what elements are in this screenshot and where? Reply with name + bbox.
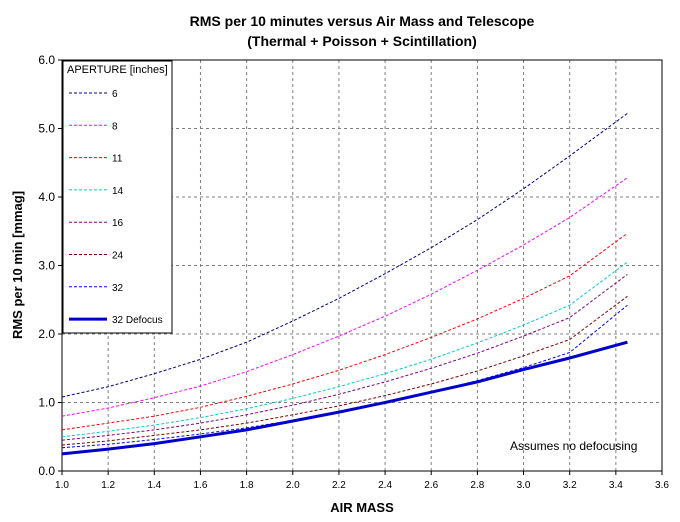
series-line-6 [61,112,628,398]
x-tick-label: 3.4 [609,480,623,491]
x-tick-label: 2.0 [286,480,300,491]
x-tick-label: 2.4 [378,480,392,491]
x-tick-label: 2.6 [424,480,438,491]
x-tick-label: 1.6 [194,480,208,491]
grid-layer [62,60,662,471]
legend-label-14: 14 [112,186,124,197]
legend-label-16: 16 [112,218,124,229]
legend-label-32: 32 [112,283,124,294]
legend-label-24: 24 [112,251,124,262]
x-tick-label: 2.8 [470,480,484,491]
y-tick-label: 4.0 [38,190,55,204]
chart-title: RMS per 10 minutes versus Air Mass and T… [190,13,535,29]
series-line-32 [61,304,628,449]
series-line-16 [61,273,628,441]
legend-label-6: 6 [112,89,118,100]
legend-title: APERTURE [inches] [67,64,168,76]
legend-label-11: 11 [112,154,123,165]
x-tick-label: 3.6 [655,480,669,491]
x-tick-label: 1.0 [55,480,69,491]
legend-label-32-defocus: 32 Defocus [112,315,163,326]
series-line-24 [61,295,628,446]
series-line-11 [61,232,628,431]
y-axis-ticks: 0.0 1.0 2.0 3.0 4.0 5.0 6.0 [38,53,62,478]
x-tick-label: 2.2 [332,480,346,491]
x-tick-label: 3.2 [563,480,577,491]
series-line-32-defocus [61,340,628,456]
y-tick-label: 6.0 [38,53,55,67]
y-axis-title: RMS per 10 min [mmag] [10,191,25,339]
x-tick-label: 1.4 [147,480,161,491]
series-line-14 [61,261,628,438]
x-tick-label: 3.0 [517,480,531,491]
legend-box [62,60,173,334]
x-tick-label: 1.8 [240,480,254,491]
series-line-8 [61,177,628,417]
x-tick-label: 1.2 [101,480,115,491]
chart-subtitle: (Thermal + Poisson + Scintillation) [247,33,477,49]
legend: APERTURE [inches] 6 8 11 14 16 24 32 32 Defocus [62,60,173,334]
legend-items: 6 8 11 14 16 24 32 32 Defocus [69,89,163,326]
y-tick-label: 5.0 [38,122,55,136]
x-axis-ticks: 1.0 1.2 1.4 1.6 1.8 2.0 2.2 2.4 2.6 2.8 3.0 3.2 3.4 3… [55,471,669,491]
y-tick-label: 2.0 [38,327,55,341]
y-tick-label: 3.0 [38,259,55,273]
x-axis-title: AIR MASS [330,500,394,515]
y-tick-label: 0.0 [38,464,55,478]
legend-label-8: 8 [112,121,118,132]
y-tick-label: 1.0 [38,396,55,410]
series-layer [61,112,628,456]
annotation-no-defocus: Assumes no defocusing [510,439,637,453]
